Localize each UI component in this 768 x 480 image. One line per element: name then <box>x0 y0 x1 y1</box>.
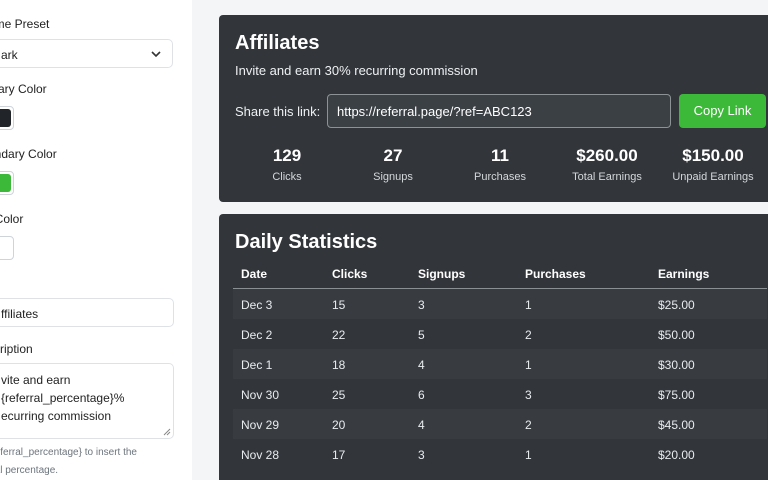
stat-signups: 27 Signups <box>343 146 443 183</box>
table-row: Dec 2 22 5 2 $50.00 <box>233 319 767 349</box>
stat-clicks: 129 Clicks <box>237 146 337 183</box>
stat-label: Unpaid Earnings <box>672 171 754 183</box>
secondary-color-picker[interactable] <box>0 171 14 195</box>
cell-clicks: 22 <box>332 328 346 342</box>
cell-date: Nov 29 <box>241 418 280 432</box>
cell-purchases: 2 <box>525 418 532 432</box>
stat-value: 129 <box>272 146 302 165</box>
stat-value: $150.00 <box>682 146 744 165</box>
affiliates-title: Affiliates <box>235 32 320 54</box>
copy-link-button[interactable]: Copy Link <box>679 94 766 128</box>
cell-signups: 4 <box>418 418 425 432</box>
text-color-label: t Color <box>0 212 24 226</box>
share-link-input[interactable]: https://referral.page/?ref=ABC123 <box>327 94 671 128</box>
description-label: scription <box>0 342 33 356</box>
cell-date: Dec 3 <box>241 298 273 312</box>
table-row: Nov 28 17 3 1 $20.00 <box>233 439 767 469</box>
daily-statistics-table: Date Clicks Signups Purchases Earnings D… <box>233 259 767 469</box>
chevron-down-icon <box>151 51 161 58</box>
stat-value: 11 <box>491 146 509 165</box>
primary-color-swatch <box>0 109 11 127</box>
secondary-color-swatch <box>0 174 11 192</box>
column-header-date: Date <box>241 267 268 281</box>
cell-clicks: 18 <box>332 358 346 372</box>
daily-statistics-card: Daily Statistics Date Clicks Signups Pur… <box>219 214 768 480</box>
cell-clicks: 17 <box>332 448 346 462</box>
title-input[interactable]: ffiliates <box>0 298 174 327</box>
help-text-line: rral percentage. <box>0 465 59 476</box>
stat-purchases: 11 Purchases <box>450 146 550 183</box>
cell-purchases: 1 <box>525 448 532 462</box>
cell-earnings: $50.00 <box>658 328 695 342</box>
table-header: Date Clicks Signups Purchases Earnings <box>233 259 767 289</box>
cell-signups: 3 <box>418 448 425 462</box>
cell-earnings: $20.00 <box>658 448 695 462</box>
column-header-purchases: Purchases <box>525 267 586 281</box>
theme-preset-value: ark <box>1 48 18 62</box>
column-header-signups: Signups <box>418 267 466 281</box>
cell-purchases: 2 <box>525 328 532 342</box>
primary-color-picker[interactable] <box>0 106 14 130</box>
resize-grip-icon[interactable] <box>163 428 171 436</box>
stat-unpaid-earnings: $150.00 Unpaid Earnings <box>663 146 763 183</box>
cell-date: Dec 1 <box>241 358 273 372</box>
cell-signups: 6 <box>418 388 425 402</box>
cell-purchases: 3 <box>525 388 532 402</box>
theme-preset-label: eme Preset <box>0 17 50 31</box>
text-color-swatch <box>0 239 11 257</box>
description-textarea[interactable]: vite and earn {referral_percentage}% ecu… <box>0 363 174 439</box>
cell-clicks: 20 <box>332 418 346 432</box>
cell-clicks: 15 <box>332 298 346 312</box>
column-header-earnings: Earnings <box>658 267 710 281</box>
table-row: Dec 1 18 4 1 $30.00 <box>233 349 767 379</box>
table-row: Dec 3 15 3 1 $25.00 <box>233 289 767 319</box>
description-help-text: {referral_percentage} to insert the rral… <box>0 444 180 480</box>
cell-date: Nov 28 <box>241 448 280 462</box>
cell-purchases: 1 <box>525 298 532 312</box>
daily-statistics-title: Daily Statistics <box>235 231 378 253</box>
stat-label: Total Earnings <box>572 171 642 183</box>
cell-signups: 3 <box>418 298 425 312</box>
stat-label: Purchases <box>474 171 526 183</box>
table-row: Nov 30 25 6 3 $75.00 <box>233 379 767 409</box>
cell-earnings: $30.00 <box>658 358 695 372</box>
cell-earnings: $75.00 <box>658 388 695 402</box>
cell-earnings: $25.00 <box>658 298 695 312</box>
theme-preset-select[interactable]: ark <box>0 39 173 68</box>
cell-date: Nov 30 <box>241 388 280 402</box>
stat-label: Signups <box>373 171 413 183</box>
description-text: vite and earn {referral_percentage}% ecu… <box>1 373 125 423</box>
cell-signups: 5 <box>418 328 425 342</box>
primary-color-label: mary Color <box>0 82 47 96</box>
cell-earnings: $45.00 <box>658 418 695 432</box>
stat-value: 27 <box>383 146 403 165</box>
settings-panel: eme Preset ark mary Color ondary Color t… <box>0 0 192 480</box>
text-color-picker[interactable] <box>0 236 14 260</box>
column-header-clicks: Clicks <box>332 267 368 281</box>
affiliates-subtitle: Invite and earn 30% recurring commission <box>235 63 478 78</box>
cell-purchases: 1 <box>525 358 532 372</box>
cell-clicks: 25 <box>332 388 346 402</box>
stat-value: $260.00 <box>576 146 638 165</box>
help-text-line: {referral_percentage} to insert the <box>0 447 137 458</box>
cell-date: Dec 2 <box>241 328 273 342</box>
share-link-label: Share this link: <box>235 104 321 119</box>
table-body: Dec 3 15 3 1 $25.00 Dec 2 22 5 2 $50.00 … <box>233 289 767 469</box>
stat-label: Clicks <box>272 171 302 183</box>
secondary-color-label: ondary Color <box>0 147 57 161</box>
table-row: Nov 29 20 4 2 $45.00 <box>233 409 767 439</box>
cell-signups: 4 <box>418 358 425 372</box>
stat-total-earnings: $260.00 Total Earnings <box>557 146 657 183</box>
affiliates-card: Affiliates Invite and earn 30% recurring… <box>219 15 768 202</box>
